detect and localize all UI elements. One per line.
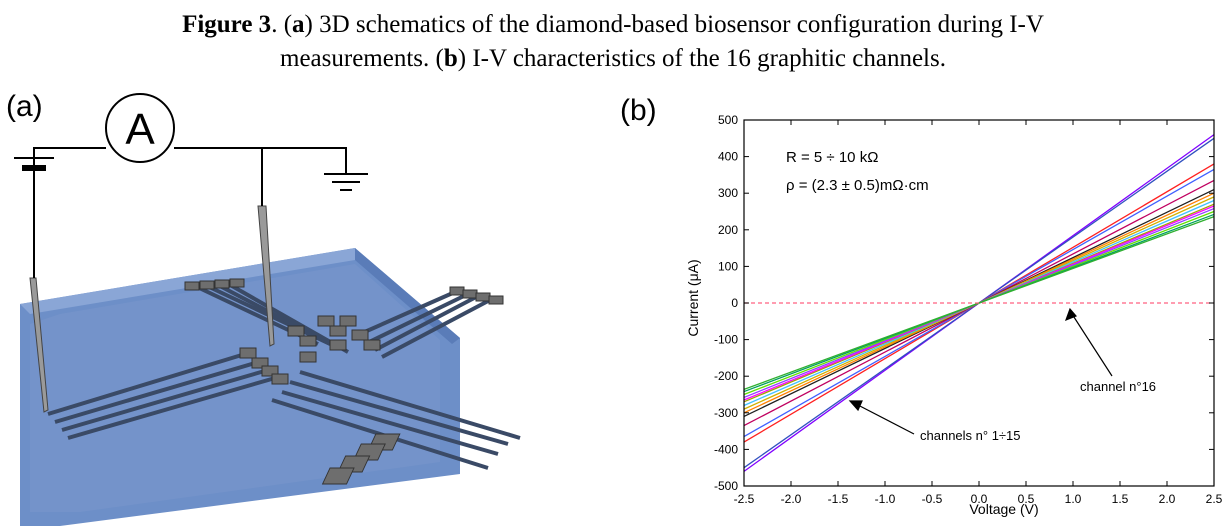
caption-line-1: Figure 3. (a) 3D schematics of the diamo…	[0, 8, 1226, 42]
y-tick-label: -200	[714, 369, 738, 383]
biosensor-schematic: A	[14, 93, 521, 526]
ground-icon	[324, 173, 368, 191]
caption-line2-pre: measurements. (	[280, 45, 444, 72]
x-tick-label: -0.5	[922, 492, 943, 506]
figure-caption: Figure 3. (a) 3D schematics of the diamo…	[0, 8, 1226, 76]
y-tick-label: 500	[718, 113, 738, 127]
ammeter-icon: A	[105, 93, 175, 163]
caption-b-label: b	[443, 45, 458, 72]
plot-area	[743, 134, 1215, 472]
electrode-pads	[184, 278, 504, 485]
x-tick-label: -2.5	[734, 492, 755, 506]
y-tick-label: -100	[714, 333, 738, 347]
y-axis-label: Current (μA)	[685, 259, 701, 336]
y-tick-label: -400	[714, 442, 738, 456]
x-tick-label: 2.0	[1159, 492, 1176, 506]
annotation-arrows	[848, 307, 1113, 435]
caption-line-2: measurements. (b) I-V characteristics of…	[0, 42, 1226, 76]
axes: -2.5 -2.0 -1.5 -1.0 -0.5 0.0 0.5 1.0 1.5 2.0 2.5 50…	[714, 113, 1223, 506]
y-tick-label: -500	[714, 479, 738, 493]
circuit-wires	[33, 147, 347, 278]
annotation-resistance: R = 5 ÷ 10 kΩ	[786, 149, 878, 166]
x-tick-label: -2.0	[781, 492, 802, 506]
annotation-resistivity: ρ = (2.3 ± 0.5)mΩ·cm	[786, 177, 929, 194]
x-tick-label: -1.5	[828, 492, 849, 506]
y-tick-label: 200	[718, 223, 738, 237]
battery-icon	[14, 157, 54, 171]
x-tick-label: -1.0	[875, 492, 896, 506]
x-tick-label: 0.5	[1018, 492, 1035, 506]
figure-label: Figure 3	[182, 11, 272, 38]
x-tick-label: 1.0	[1065, 492, 1082, 506]
caption-sep: . (	[271, 11, 293, 38]
x-tick-label: 1.5	[1112, 492, 1129, 506]
y-tick-label: -300	[714, 406, 738, 420]
y-tick-label: 100	[718, 259, 738, 273]
caption-a-label: a	[292, 11, 305, 38]
x-tick-label: 2.5	[1206, 492, 1223, 506]
x-tick-label: 0.0	[971, 492, 988, 506]
x-axis-label: Voltage (V)	[969, 501, 1038, 517]
annotation-channels-1-15: channels n° 1÷15	[920, 428, 1021, 443]
probe-center	[257, 205, 275, 347]
y-tick-label: 300	[718, 186, 738, 200]
y-tick-label: 400	[718, 150, 738, 164]
ammeter-label: A	[125, 105, 155, 154]
annotation-channel-16: channel n°16	[1080, 379, 1156, 394]
caption-a-text: ) 3D schematics of the diamond-based bio…	[304, 11, 1044, 38]
iv-chart: -2.5 -2.0 -1.5 -1.0 -0.5 0.0 0.5 1.0 1.5 2.0 2.5 50…	[685, 113, 1223, 517]
substrate-rim	[20, 248, 355, 314]
caption-b-text: ) I-V characteristics of the 16 graphiti…	[457, 45, 946, 72]
y-tick-label: 0	[731, 296, 738, 310]
panel-label-a: (a)	[6, 90, 43, 123]
panel-label-b: (b)	[620, 94, 657, 127]
